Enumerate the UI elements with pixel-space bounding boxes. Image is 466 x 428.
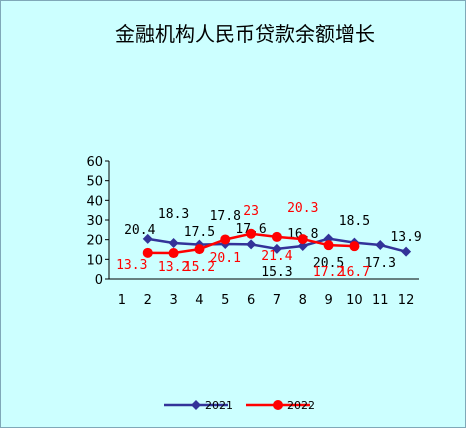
data-label: 18.3 <box>158 207 189 222</box>
data-point-marker <box>297 240 308 251</box>
y-tick-label: 30 <box>86 214 103 229</box>
data-point-marker <box>168 238 179 249</box>
y-tick-label: 50 <box>86 175 103 190</box>
data-label: 23 <box>243 204 259 219</box>
data-point-marker <box>271 231 282 242</box>
y-tick-label: 20 <box>86 234 103 249</box>
data-point-marker <box>194 244 205 255</box>
legend-label: 2022 <box>287 399 315 412</box>
legend-label: 2021 <box>205 399 233 412</box>
data-point-marker <box>271 243 282 254</box>
data-label: 20.5 <box>313 256 344 271</box>
x-tick-label: 11 <box>372 293 389 308</box>
x-tick-label: 6 <box>247 293 255 308</box>
chart-title: 金融机构人民币贷款余额增长 <box>115 22 375 46</box>
legend-marker <box>273 400 283 410</box>
legend-marker <box>191 400 201 410</box>
data-label: 17.3 <box>365 256 396 271</box>
data-label: 20.3 <box>287 201 318 216</box>
y-tick-label: 10 <box>86 253 103 268</box>
y-tick-label: 60 <box>86 155 103 170</box>
data-point-marker <box>297 234 308 245</box>
x-tick-label: 8 <box>299 293 307 308</box>
x-tick-label: 9 <box>324 293 332 308</box>
data-label: 15.2 <box>184 260 215 275</box>
data-label: 17.8 <box>210 209 241 224</box>
data-point-marker <box>349 241 360 252</box>
data-label: 17.2 <box>313 265 344 280</box>
x-tick-label: 7 <box>273 293 281 308</box>
data-point-marker <box>323 240 334 251</box>
data-label: 20.1 <box>210 251 241 266</box>
x-tick-label: 12 <box>398 293 415 308</box>
data-point-marker <box>142 233 153 244</box>
x-tick-label: 2 <box>144 293 152 308</box>
data-label: 15.3 <box>261 265 292 280</box>
data-point-marker <box>168 248 179 259</box>
data-label: 13.3 <box>116 258 147 273</box>
data-label: 13.9 <box>390 230 421 245</box>
x-tick-label: 3 <box>169 293 177 308</box>
data-point-marker <box>142 247 153 258</box>
data-point-marker <box>401 246 412 257</box>
x-tick-label: 10 <box>346 293 363 308</box>
data-label: 18.5 <box>339 214 370 229</box>
data-label: 16.7 <box>339 265 370 280</box>
data-point-marker <box>375 239 386 250</box>
data-point-marker <box>220 234 231 245</box>
data-label: 20.4 <box>124 223 155 238</box>
data-point-marker <box>246 239 257 250</box>
y-tick-label: 40 <box>86 194 103 209</box>
data-label: 17.5 <box>184 225 215 240</box>
x-tick-label: 5 <box>221 293 229 308</box>
data-point-marker <box>246 228 257 239</box>
y-tick-label: 0 <box>95 273 103 288</box>
series-layer: 20.418.317.517.817.615.316.820.518.517.3… <box>116 201 422 280</box>
x-tick-label: 1 <box>118 293 126 308</box>
legend: 2021 2022 <box>164 399 315 412</box>
x-tick-label: 4 <box>195 293 203 308</box>
data-label: 21.4 <box>261 249 292 264</box>
data-label: 13.2 <box>158 260 189 275</box>
